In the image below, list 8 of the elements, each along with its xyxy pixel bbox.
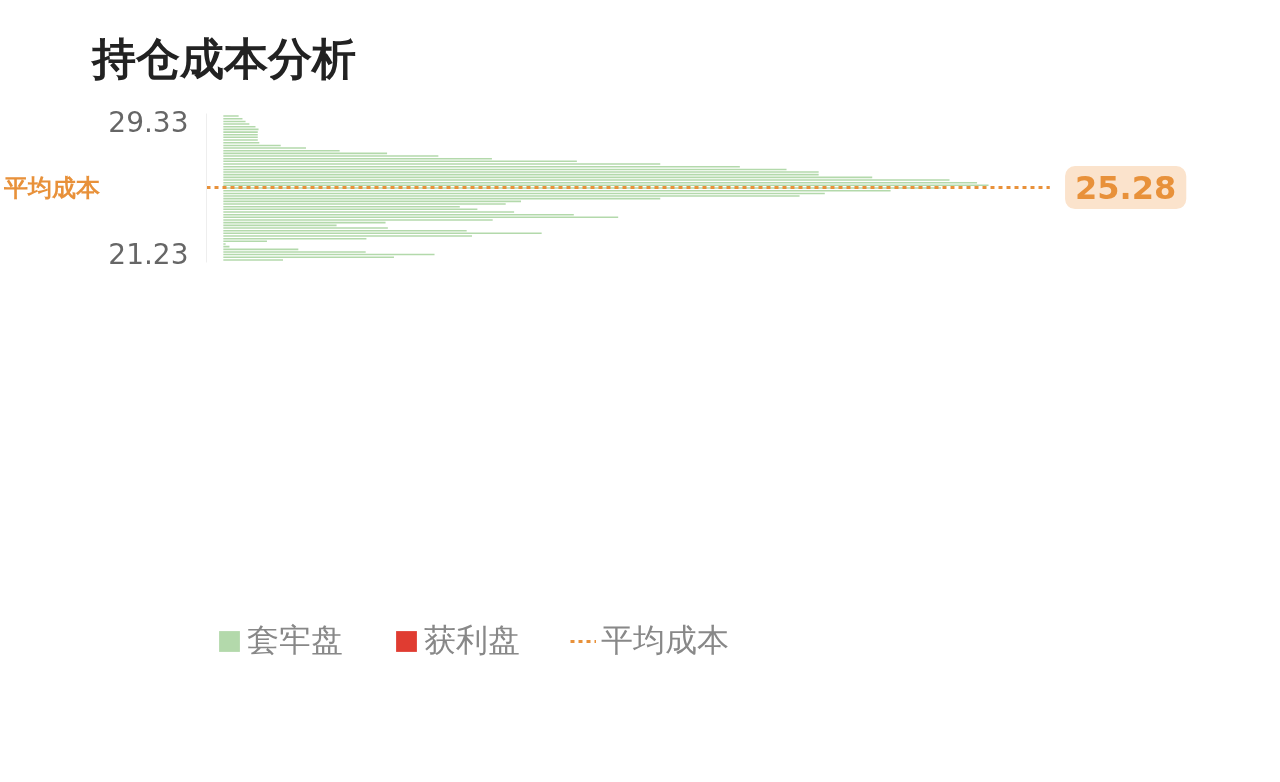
ref-line-label: 平均成本 [2,173,101,202]
chart-title: 持仓成本分析 [89,32,356,84]
text: 平均成本 [601,621,729,659]
legend-label: 获利盘 [424,620,520,661]
y-tick-label: 29.33 [108,106,189,140]
y-tick-label: 21.23 [108,237,189,271]
legend-label: 套牢盘 [247,620,343,661]
text: 25.28 [1075,169,1177,208]
